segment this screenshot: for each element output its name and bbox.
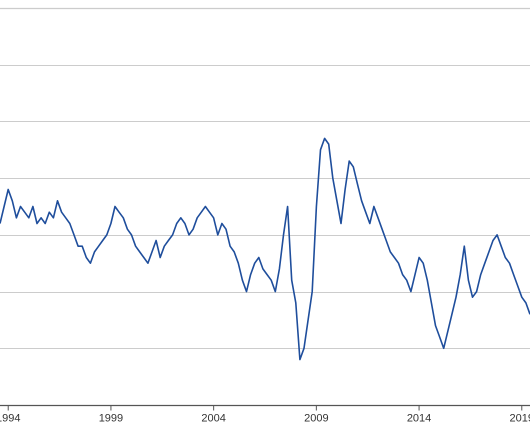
x-tick-label: 1994 xyxy=(0,413,20,425)
x-tick-label: 2004 xyxy=(201,413,225,425)
x-tick-label: 2009 xyxy=(304,413,328,425)
x-tick-label: 2014 xyxy=(407,413,431,425)
series-line xyxy=(0,137,530,361)
gridlines xyxy=(0,7,530,349)
series-group xyxy=(0,137,530,361)
x-tick-label: 2019 xyxy=(510,413,530,425)
x-axis-ticks: 1994 1999 2004 2009 2014 2019 xyxy=(0,405,530,425)
x-tick-label: 1999 xyxy=(99,413,123,425)
